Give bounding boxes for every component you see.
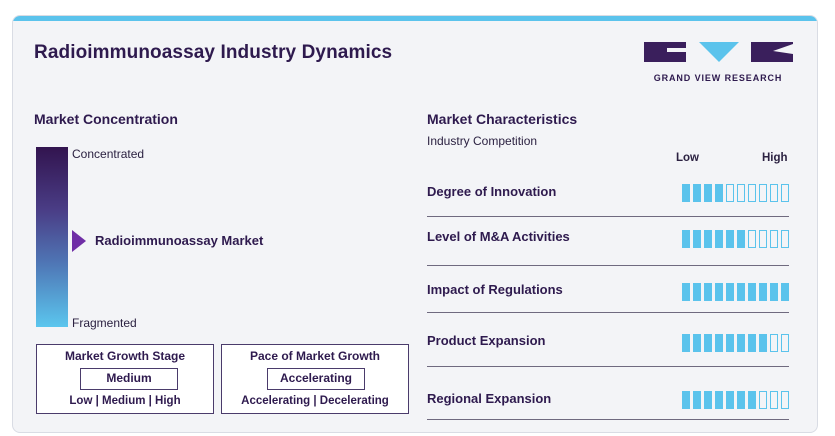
market-position-marker-icon bbox=[72, 230, 86, 252]
rating-segment-filled bbox=[759, 334, 767, 352]
growth-stage-value: Medium bbox=[80, 368, 178, 390]
market-characteristics-heading: Market Characteristics bbox=[427, 111, 578, 127]
row-divider bbox=[427, 312, 789, 313]
rating-segment-empty bbox=[781, 184, 789, 202]
scale-high-label: High bbox=[762, 152, 788, 164]
scale-low-label: Low bbox=[676, 152, 699, 164]
rating-segment-filled bbox=[737, 334, 745, 352]
rating-segment-filled bbox=[682, 283, 690, 301]
card-top-accent bbox=[13, 16, 817, 21]
characteristic-label: Degree of Innovation bbox=[427, 184, 557, 199]
growth-pace-title: Pace of Market Growth bbox=[249, 349, 381, 363]
rating-segment-filled bbox=[693, 334, 701, 352]
rating-segment-filled bbox=[704, 391, 712, 409]
rating-meter bbox=[682, 391, 789, 409]
rating-segment-empty bbox=[781, 230, 789, 248]
characteristic-label: Impact of Regulations bbox=[427, 282, 563, 297]
rating-segment-filled bbox=[726, 230, 734, 248]
rating-segment-filled bbox=[704, 230, 712, 248]
page-title: Radioimmunoassay Industry Dynamics bbox=[34, 42, 393, 63]
logo-mark-icon bbox=[644, 42, 793, 62]
rating-segment-filled bbox=[748, 334, 756, 352]
rating-segment-filled bbox=[726, 283, 734, 301]
rating-segment-filled bbox=[715, 391, 723, 409]
rating-segment-filled bbox=[682, 184, 690, 202]
rating-segment-empty bbox=[748, 230, 756, 248]
rating-segment-filled bbox=[704, 184, 712, 202]
rating-segment-filled bbox=[704, 334, 712, 352]
rating-segment-filled bbox=[693, 391, 701, 409]
growth-stage-options: Low | Medium | High bbox=[69, 395, 181, 407]
rating-segment-filled bbox=[715, 184, 723, 202]
market-concentration-heading: Market Concentration bbox=[34, 111, 178, 127]
rating-segment-filled bbox=[748, 283, 756, 301]
characteristic-row: Degree of Innovation bbox=[427, 164, 789, 217]
characteristic-label: Level of M&A Activities bbox=[427, 229, 570, 244]
rating-segment-empty bbox=[759, 391, 767, 409]
grand-view-research-logo: GRAND VIEW RESEARCH bbox=[643, 40, 793, 90]
row-divider bbox=[427, 419, 789, 420]
rating-meter bbox=[682, 334, 789, 352]
rating-segment-empty bbox=[770, 334, 778, 352]
rating-segment-filled bbox=[693, 230, 701, 248]
rating-segment-filled bbox=[759, 283, 767, 301]
growth-stage-title: Market Growth Stage bbox=[64, 349, 186, 363]
rating-segment-filled bbox=[726, 334, 734, 352]
pace-of-growth-box: Pace of Market Growth Accelerating Accel… bbox=[221, 344, 409, 414]
row-divider bbox=[427, 366, 789, 367]
rating-segment-empty bbox=[759, 184, 767, 202]
rating-segment-filled bbox=[748, 391, 756, 409]
rating-segment-empty bbox=[770, 391, 778, 409]
rating-segment-filled bbox=[693, 184, 701, 202]
rating-segment-empty bbox=[781, 391, 789, 409]
industry-dynamics-card: Radioimmunoassay Industry Dynamics GRAND… bbox=[12, 15, 818, 433]
market-position-label: Radioimmunoassay Market bbox=[95, 233, 264, 248]
concentrated-label: Concentrated bbox=[72, 147, 145, 161]
rating-segment-filled bbox=[693, 283, 701, 301]
logo-text: GRAND VIEW RESEARCH bbox=[653, 73, 783, 83]
characteristic-label: Regional Expansion bbox=[427, 391, 552, 406]
growth-pace-options: Accelerating | Decelerating bbox=[241, 395, 389, 407]
rating-segment-filled bbox=[726, 391, 734, 409]
rating-segment-filled bbox=[715, 283, 723, 301]
characteristic-label: Product Expansion bbox=[427, 333, 546, 348]
rating-segment-filled bbox=[770, 283, 778, 301]
rating-segment-filled bbox=[737, 283, 745, 301]
rating-segment-filled bbox=[715, 230, 723, 248]
rating-segment-filled bbox=[737, 230, 745, 248]
characteristic-row: Impact of Regulations bbox=[427, 260, 789, 313]
rating-segment-empty bbox=[781, 334, 789, 352]
rating-segment-filled bbox=[682, 391, 690, 409]
rating-segment-filled bbox=[682, 230, 690, 248]
row-divider bbox=[427, 216, 789, 217]
rating-meter bbox=[682, 184, 789, 202]
characteristic-row: Regional Expansion bbox=[427, 367, 789, 420]
rating-segment-filled bbox=[715, 334, 723, 352]
rating-segment-filled bbox=[781, 283, 789, 301]
rating-meter bbox=[682, 230, 789, 248]
rating-segment-empty bbox=[748, 184, 756, 202]
industry-competition-subheading: Industry Competition bbox=[427, 134, 538, 148]
market-growth-stage-box: Market Growth Stage Medium Low | Medium … bbox=[36, 344, 214, 414]
rating-meter bbox=[682, 283, 789, 301]
growth-pace-value: Accelerating bbox=[267, 368, 365, 390]
rating-segment-empty bbox=[770, 230, 778, 248]
concentration-gradient-bar bbox=[36, 147, 68, 327]
rating-segment-empty bbox=[759, 230, 767, 248]
rating-segment-empty bbox=[737, 184, 745, 202]
rating-segment-empty bbox=[726, 184, 734, 202]
rating-segment-filled bbox=[704, 283, 712, 301]
row-divider bbox=[427, 265, 789, 266]
rating-segment-empty bbox=[770, 184, 778, 202]
characteristic-row: Product Expansion bbox=[427, 314, 789, 367]
fragmented-label: Fragmented bbox=[72, 316, 137, 330]
characteristic-row: Level of M&A Activities bbox=[427, 213, 789, 266]
rating-segment-filled bbox=[682, 334, 690, 352]
rating-segment-filled bbox=[737, 391, 745, 409]
